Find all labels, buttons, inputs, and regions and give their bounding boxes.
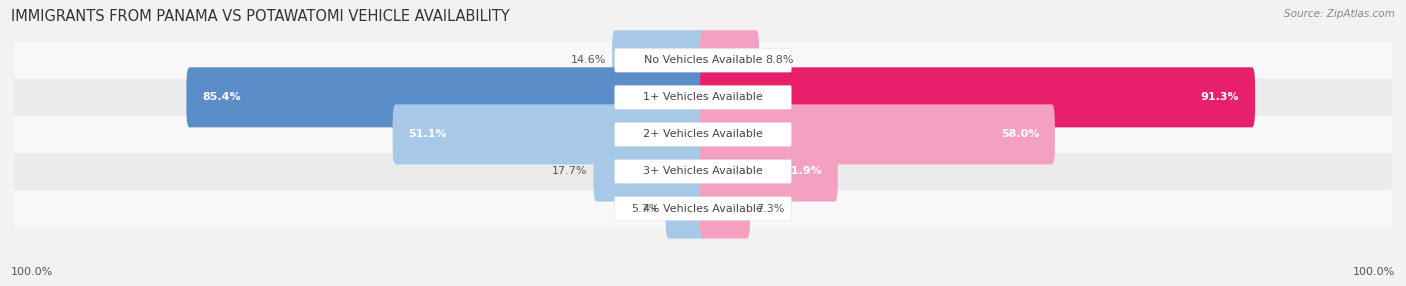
FancyBboxPatch shape [593, 142, 706, 202]
Text: 91.3%: 91.3% [1201, 92, 1240, 102]
FancyBboxPatch shape [14, 79, 1392, 116]
Text: 2+ Vehicles Available: 2+ Vehicles Available [643, 130, 763, 139]
FancyBboxPatch shape [14, 153, 1392, 190]
Text: 1+ Vehicles Available: 1+ Vehicles Available [643, 92, 763, 102]
FancyBboxPatch shape [14, 190, 1392, 227]
FancyBboxPatch shape [612, 30, 706, 90]
Text: 14.6%: 14.6% [571, 55, 606, 65]
Text: 3+ Vehicles Available: 3+ Vehicles Available [643, 166, 763, 176]
Text: 100.0%: 100.0% [11, 267, 53, 277]
Text: 51.1%: 51.1% [408, 130, 447, 139]
FancyBboxPatch shape [392, 104, 706, 164]
FancyBboxPatch shape [700, 30, 759, 90]
FancyBboxPatch shape [14, 42, 1392, 79]
FancyBboxPatch shape [700, 67, 1256, 127]
Text: No Vehicles Available: No Vehicles Available [644, 55, 762, 65]
Text: 17.7%: 17.7% [551, 166, 588, 176]
FancyBboxPatch shape [614, 48, 792, 72]
FancyBboxPatch shape [187, 67, 706, 127]
Text: 100.0%: 100.0% [1353, 267, 1395, 277]
FancyBboxPatch shape [14, 116, 1392, 153]
Text: 58.0%: 58.0% [1001, 130, 1039, 139]
FancyBboxPatch shape [614, 123, 792, 146]
Text: 7.3%: 7.3% [756, 204, 785, 214]
FancyBboxPatch shape [700, 142, 838, 202]
FancyBboxPatch shape [700, 178, 749, 239]
FancyBboxPatch shape [614, 197, 792, 221]
Text: 4+ Vehicles Available: 4+ Vehicles Available [643, 204, 763, 214]
Text: 5.7%: 5.7% [631, 204, 659, 214]
FancyBboxPatch shape [614, 86, 792, 109]
Text: IMMIGRANTS FROM PANAMA VS POTAWATOMI VEHICLE AVAILABILITY: IMMIGRANTS FROM PANAMA VS POTAWATOMI VEH… [11, 9, 510, 23]
Text: 85.4%: 85.4% [202, 92, 240, 102]
FancyBboxPatch shape [700, 104, 1054, 164]
Text: 21.9%: 21.9% [783, 166, 823, 176]
Text: 8.8%: 8.8% [765, 55, 794, 65]
Text: Source: ZipAtlas.com: Source: ZipAtlas.com [1284, 9, 1395, 19]
FancyBboxPatch shape [614, 160, 792, 183]
FancyBboxPatch shape [665, 178, 706, 239]
